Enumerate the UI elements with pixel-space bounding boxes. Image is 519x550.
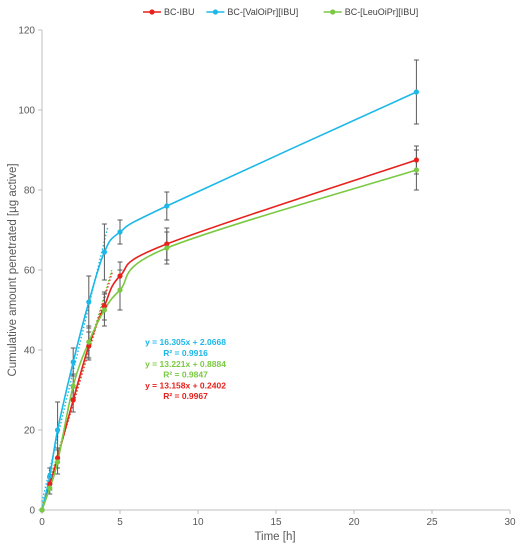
trendline bbox=[41, 268, 113, 507]
data-point bbox=[55, 459, 61, 465]
trendline bbox=[41, 271, 113, 510]
series-line bbox=[41, 169, 417, 511]
y-tick-label: 0 bbox=[29, 506, 35, 517]
data-point bbox=[101, 303, 107, 309]
data-point bbox=[70, 383, 76, 389]
data-points bbox=[39, 89, 419, 513]
trendlines bbox=[41, 227, 113, 510]
data-point bbox=[55, 455, 61, 461]
legend-marker bbox=[330, 9, 336, 15]
data-point bbox=[47, 473, 53, 479]
trendline-equation: y = 16.305x + 2.0668 bbox=[145, 337, 226, 347]
legend-label: BC-[ValOiPr][IBU] bbox=[227, 7, 298, 17]
y-tick-label: 80 bbox=[24, 186, 36, 197]
x-axis-label: Time [h] bbox=[254, 531, 295, 543]
legend-label: BC-IBU bbox=[164, 7, 195, 17]
legend-label: BC-[LeuOiPr][IBU] bbox=[345, 7, 419, 17]
data-point bbox=[413, 89, 419, 95]
x-tick-label: 30 bbox=[504, 517, 516, 528]
series-line bbox=[41, 159, 417, 511]
trendline-equation: R² = 0.9967 bbox=[163, 391, 208, 401]
error-bars bbox=[47, 59, 419, 495]
x-tick-label: 20 bbox=[348, 517, 360, 528]
data-point bbox=[86, 299, 92, 305]
axes: 0 5 10 15 20 25 30 0 20 40 60 80 100 120 bbox=[18, 26, 516, 529]
y-tick-label: 60 bbox=[24, 266, 36, 277]
trendline-equation: R² = 0.9916 bbox=[163, 348, 208, 358]
data-point bbox=[86, 343, 92, 349]
data-point bbox=[47, 485, 53, 491]
y-tick-label: 100 bbox=[18, 106, 35, 117]
data-point bbox=[39, 507, 45, 513]
series-line bbox=[41, 91, 417, 511]
data-point bbox=[101, 307, 107, 313]
x-tick-label: 0 bbox=[39, 517, 45, 528]
data-point bbox=[413, 157, 419, 163]
data-point bbox=[117, 287, 123, 293]
data-point bbox=[117, 229, 123, 235]
data-point bbox=[70, 359, 76, 365]
y-axis-label: Cumulative amount penetrated [µg active] bbox=[7, 163, 19, 376]
trendline-equation: R² = 0.9847 bbox=[163, 370, 208, 380]
data-point bbox=[70, 397, 76, 403]
y-tick-label: 20 bbox=[24, 426, 36, 437]
x-tick-label: 25 bbox=[426, 517, 438, 528]
series-lines bbox=[41, 91, 417, 511]
data-point bbox=[164, 203, 170, 209]
data-point bbox=[413, 167, 419, 173]
data-point bbox=[117, 273, 123, 279]
x-tick-label: 10 bbox=[192, 517, 204, 528]
x-tick-label: 5 bbox=[117, 517, 123, 528]
data-point bbox=[47, 481, 53, 487]
data-point bbox=[164, 241, 170, 247]
trendline-equation: y = 13.221x + 0.8884 bbox=[145, 359, 226, 369]
data-point bbox=[55, 427, 61, 433]
legend-marker bbox=[212, 9, 218, 15]
data-point bbox=[164, 245, 170, 251]
y-tick-label: 120 bbox=[18, 26, 35, 37]
trendline-equation: y = 13.158x + 0.2402 bbox=[145, 380, 226, 390]
legend: BC-IBU BC-[ValOiPr][IBU] BC-[LeuOiPr][IBU] bbox=[143, 7, 418, 17]
data-point bbox=[86, 339, 92, 345]
legend-marker bbox=[149, 9, 155, 15]
data-point bbox=[101, 249, 107, 255]
x-tick-label: 15 bbox=[270, 517, 282, 528]
y-tick-label: 40 bbox=[24, 346, 36, 357]
